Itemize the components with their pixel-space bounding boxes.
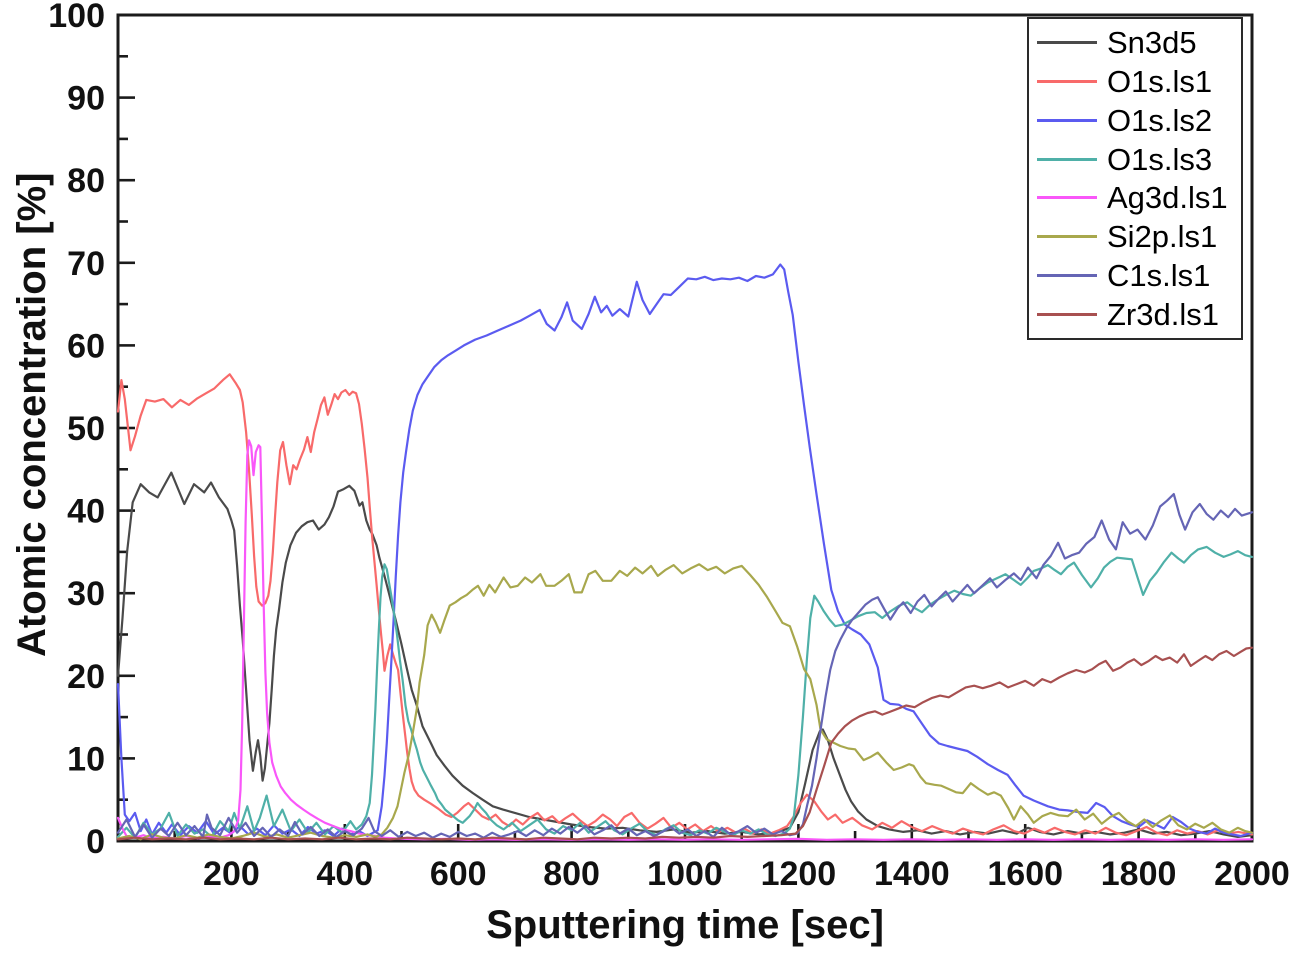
legend-line-swatch [1037, 313, 1097, 317]
legend-line-swatch [1037, 196, 1097, 200]
series-line-Sn3d5 [116, 471, 1254, 839]
x-axis-title: Sputtering time [sec] [486, 903, 884, 947]
x-tick-labels: 200 400 600 800 1000 1200 1400 1600 1800 2000 [203, 855, 1290, 893]
series-line-C1s.ls1 [116, 493, 1254, 839]
legend-item: Si2p.ls1 [1037, 221, 1241, 252]
x-tick-label: 1400 [874, 855, 950, 893]
y-tick-label: 90 [67, 80, 105, 118]
legend-item: O1s.ls3 [1037, 144, 1241, 175]
x-tick-label: 1800 [1101, 855, 1177, 893]
legend-label: Zr3d.ls1 [1107, 297, 1219, 333]
legend-label: O1s.ls2 [1107, 102, 1213, 138]
y-axis-title: Atomic concentration [%] [10, 172, 54, 657]
y-tick-label: 40 [67, 493, 105, 531]
legend-item: O1s.ls2 [1037, 105, 1241, 136]
x-tick-label: 1600 [987, 855, 1063, 893]
x-tick-label: 800 [543, 855, 600, 893]
x-tick-label: 1200 [761, 855, 837, 893]
legend-item: O1s.ls1 [1037, 66, 1241, 97]
legend-item: Sn3d5 [1037, 27, 1241, 58]
legend: Sn3d5 O1s.ls1 O1s.ls2 O1s.ls3 Ag3d.ls1 Si2p.l… [1027, 17, 1243, 340]
series-line-Si2p.ls1 [116, 563, 1254, 841]
legend-line-swatch [1037, 118, 1097, 122]
legend-label: O1s.ls3 [1107, 141, 1213, 177]
legend-label: Sn3d5 [1107, 24, 1197, 60]
y-tick-label: 70 [67, 245, 105, 283]
legend-item: C1s.ls1 [1037, 260, 1241, 291]
legend-label: Si2p.ls1 [1107, 219, 1218, 255]
series-line-O1s.ls1 [116, 373, 1254, 837]
x-tick-label: 1000 [647, 855, 723, 893]
plot-frame [116, 13, 1254, 843]
legend-label: O1s.ls1 [1107, 63, 1213, 99]
legend-item: Ag3d.ls1 [1037, 182, 1241, 213]
y-tick-label: 100 [48, 0, 105, 35]
y-tick-label: 80 [67, 162, 105, 200]
legend-line-swatch [1037, 235, 1097, 239]
y-tick-labels: 0 10 20 30 40 50 60 70 80 90 100 [48, 0, 105, 861]
series-line-O1s.ls3 [116, 545, 1254, 839]
legend-line-swatch [1037, 157, 1097, 161]
legend-label: Ag3d.ls1 [1107, 180, 1228, 216]
y-tick-label: 10 [67, 740, 105, 778]
y-tick-label: 50 [67, 410, 105, 448]
series-line-Zr3d.ls1 [116, 646, 1254, 841]
legend-item: Zr3d.ls1 [1037, 299, 1241, 330]
legend-line-swatch [1037, 79, 1097, 83]
x-tick-label: 200 [203, 855, 260, 893]
x-tick-label: 600 [430, 855, 487, 893]
legend-line-swatch [1037, 40, 1097, 44]
y-tick-label: 30 [67, 575, 105, 613]
series-line-Ag3d.ls1 [116, 439, 1254, 841]
series-lines [116, 263, 1254, 841]
y-tick-label: 0 [86, 823, 105, 861]
x-tick-label: 2000 [1214, 855, 1290, 893]
x-tick-label: 400 [316, 855, 373, 893]
legend-line-swatch [1037, 274, 1097, 278]
y-tick-label: 60 [67, 327, 105, 365]
y-tick-label: 20 [67, 658, 105, 696]
legend-label: C1s.ls1 [1107, 258, 1211, 294]
